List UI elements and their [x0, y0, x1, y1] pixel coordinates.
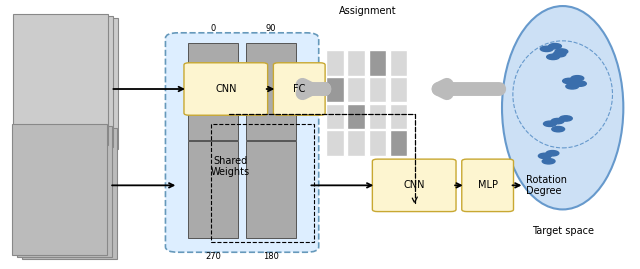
Bar: [390, 104, 408, 129]
Bar: [246, 43, 296, 140]
Bar: [22, 128, 117, 259]
Bar: [348, 130, 365, 156]
Bar: [390, 77, 408, 102]
Bar: [369, 77, 387, 102]
Bar: [369, 130, 387, 156]
Circle shape: [543, 121, 556, 126]
FancyBboxPatch shape: [462, 159, 513, 212]
Circle shape: [571, 76, 584, 81]
Bar: [12, 124, 107, 255]
FancyBboxPatch shape: [273, 63, 325, 115]
Circle shape: [563, 78, 575, 84]
Circle shape: [538, 153, 551, 159]
Circle shape: [547, 54, 559, 59]
Bar: [326, 104, 344, 129]
Bar: [19, 16, 113, 147]
Text: Rotation
Degree: Rotation Degree: [525, 175, 566, 196]
Circle shape: [559, 116, 572, 121]
Ellipse shape: [502, 6, 623, 210]
Circle shape: [566, 84, 579, 89]
Text: 270: 270: [205, 252, 221, 261]
Text: 90: 90: [266, 24, 276, 33]
Bar: [348, 104, 365, 129]
Text: Target space: Target space: [532, 226, 594, 236]
Circle shape: [551, 118, 564, 124]
Bar: [369, 50, 387, 76]
Text: CNN: CNN: [215, 84, 237, 94]
Circle shape: [546, 151, 559, 156]
Bar: [326, 130, 344, 156]
FancyBboxPatch shape: [166, 33, 319, 252]
Bar: [24, 18, 118, 150]
Text: Assignment: Assignment: [339, 6, 397, 16]
Bar: [369, 104, 387, 129]
Text: Shared
Weights: Shared Weights: [211, 156, 250, 178]
Text: FC: FC: [293, 84, 305, 94]
Bar: [188, 141, 238, 238]
Circle shape: [542, 159, 555, 164]
Bar: [390, 130, 408, 156]
Circle shape: [555, 49, 568, 54]
Bar: [326, 77, 344, 102]
Text: 0: 0: [211, 24, 216, 33]
Bar: [17, 126, 112, 257]
Text: CNN: CNN: [403, 180, 425, 190]
Circle shape: [548, 44, 561, 49]
Bar: [326, 50, 344, 76]
Circle shape: [552, 126, 564, 132]
Bar: [246, 141, 296, 238]
Circle shape: [540, 46, 553, 52]
FancyBboxPatch shape: [184, 63, 268, 115]
Text: MLP: MLP: [477, 180, 498, 190]
Bar: [188, 43, 238, 140]
Circle shape: [553, 52, 566, 57]
Bar: [348, 50, 365, 76]
Bar: [348, 77, 365, 102]
Bar: [390, 50, 408, 76]
FancyBboxPatch shape: [372, 159, 456, 212]
Bar: [13, 14, 108, 145]
Text: 180: 180: [263, 252, 279, 261]
Circle shape: [573, 81, 586, 86]
